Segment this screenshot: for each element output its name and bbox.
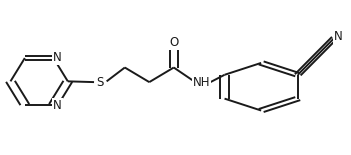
Text: N: N: [53, 99, 62, 112]
Text: N: N: [334, 30, 343, 43]
Text: O: O: [169, 36, 178, 49]
Text: N: N: [53, 51, 62, 64]
Text: NH: NH: [193, 76, 211, 89]
Text: S: S: [97, 76, 104, 89]
